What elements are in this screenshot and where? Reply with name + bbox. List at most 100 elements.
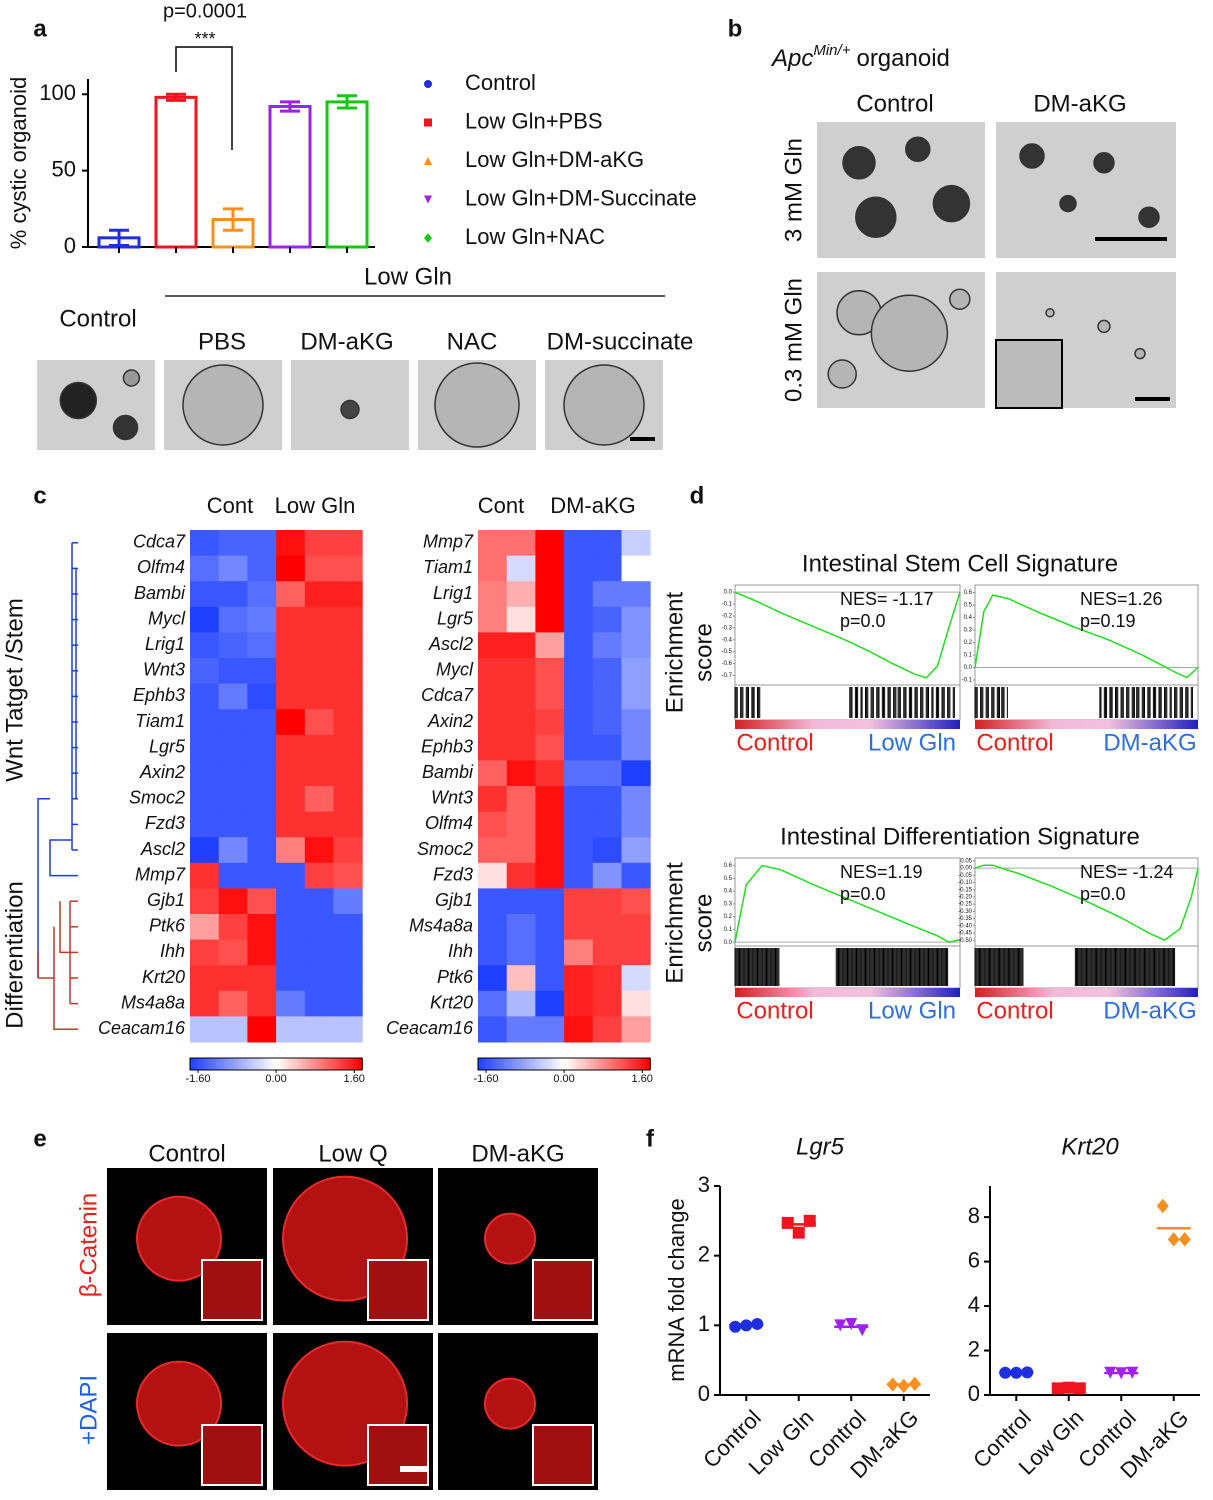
heatmap-cell: [333, 709, 363, 736]
y-tick-label: 0.2: [964, 640, 973, 646]
heatmap-cell: [621, 760, 651, 787]
heatmap-cell: [506, 837, 536, 864]
row-label: Olfm4: [425, 813, 473, 833]
heatmap-cell: [535, 555, 565, 582]
organoid: [1138, 206, 1160, 228]
heatmap-cell: [276, 837, 306, 864]
data-point: [856, 1324, 869, 1337]
heatmap-cell: [478, 760, 508, 787]
row-label: Axin2: [139, 762, 185, 782]
data-point: [897, 1378, 910, 1394]
colorbar-step: [323, 1058, 329, 1070]
colorbar-step: [607, 1058, 612, 1070]
heatmap-cell: [535, 734, 565, 761]
data-point: [1051, 1382, 1064, 1395]
heatmap-cell: [190, 658, 220, 685]
heatmap-cell: [333, 734, 363, 761]
heatmap-cell: [592, 939, 622, 966]
colorbar-step: [301, 1058, 307, 1070]
dendrogram: [37, 542, 78, 978]
data-point: [803, 1214, 816, 1227]
row-label: Bambi: [134, 583, 186, 603]
row-label: Cdca7: [133, 532, 186, 552]
organoid: [870, 294, 949, 372]
row-label: Gjb1: [147, 890, 185, 910]
colorbar-step: [194, 1058, 200, 1070]
heatmap-cell: [276, 632, 306, 659]
data-point: [1010, 1366, 1023, 1379]
inset: [201, 1259, 263, 1321]
heatmap-cell: [218, 683, 248, 710]
row-label: Krt20: [430, 992, 473, 1012]
x-end-label: Control: [736, 997, 813, 1024]
y-axis-label: Enrichment: [661, 591, 688, 713]
heatmap-cell: [478, 581, 508, 608]
colorbar-step: [267, 1058, 273, 1070]
y-tick-label: 0.3: [964, 628, 973, 634]
heatmap-cell: [190, 530, 220, 557]
panel-letter: f: [646, 1125, 655, 1152]
heatmap-cell: [621, 1016, 651, 1043]
annotation: NES= -1.24: [1080, 862, 1174, 882]
colorbar-step: [594, 1058, 600, 1070]
y-tick-label: 0.0: [724, 590, 733, 596]
annotation: p=0.19: [1080, 611, 1136, 631]
row-label: Ascl2: [428, 634, 473, 654]
data-point: [729, 1320, 742, 1333]
heatmap-cell: [190, 888, 220, 915]
heatmap-cell: [478, 709, 508, 736]
heatmap-cell: [592, 760, 622, 787]
heatmap-cell: [304, 658, 334, 685]
heatmap-cell: [592, 888, 622, 915]
y-tick-label: -0.50: [958, 938, 972, 944]
colorbar-step: [521, 1058, 526, 1070]
colorbar-step: [572, 1058, 578, 1070]
significance-bracket: [175, 46, 233, 150]
heatmap-cell: [304, 760, 334, 787]
dendro-branch: [37, 901, 78, 1030]
row-label: Lrig1: [145, 634, 185, 654]
heatmap-cell: [247, 632, 277, 659]
heatmap-cell: [592, 530, 622, 557]
colorbar-step: [628, 1058, 634, 1070]
colorbar-step: [495, 1058, 501, 1070]
bar: [268, 104, 312, 249]
heatmap-cell: [535, 581, 565, 608]
colorbar-step: [559, 1058, 565, 1070]
heatmap-cell: [304, 632, 334, 659]
chart-title: Intestinal Stem Cell Signature: [802, 550, 1118, 577]
data-point: [1126, 1366, 1139, 1379]
heatmap-cell: [276, 914, 306, 941]
colorbar-step: [542, 1058, 548, 1070]
colorbar-step: [538, 1058, 544, 1070]
heatmap-cell: [247, 760, 277, 787]
heatmap-cell: [592, 914, 622, 941]
heatmap-cell: [621, 965, 651, 992]
y-tick-label: 0: [64, 233, 76, 258]
heatmap-cell: [621, 632, 651, 659]
heatmap-cell: [218, 862, 248, 889]
colorbar-label: -1.60: [185, 1073, 210, 1085]
organoid: [484, 1212, 536, 1265]
x-end-label: Control: [736, 729, 813, 756]
heatmap-cell: [247, 734, 277, 761]
organoid: [827, 359, 857, 389]
row-label: Ephb3: [421, 736, 473, 756]
heatmap-cell: [478, 632, 508, 659]
heatmap-cell: [564, 990, 594, 1017]
heatmap-cell: [564, 632, 594, 659]
y-tick-label: -0.30: [958, 909, 972, 915]
data-point: [1104, 1366, 1117, 1379]
heatmap-cell: [276, 734, 306, 761]
heatmap-cell: [564, 862, 594, 889]
y-tick-label: 0.3: [724, 901, 733, 907]
heatmap-cell: [564, 888, 594, 915]
heatmap-cell: [218, 786, 248, 813]
chart-title: Krt20: [1061, 1133, 1119, 1160]
heatmap-cell: [304, 837, 334, 864]
heatmap-cell: [564, 709, 594, 736]
heatmap-cell: [190, 760, 220, 787]
row-label: Ihh: [160, 941, 185, 961]
colorbar-step: [211, 1058, 217, 1070]
y-tick-label: 0.5: [964, 603, 973, 609]
